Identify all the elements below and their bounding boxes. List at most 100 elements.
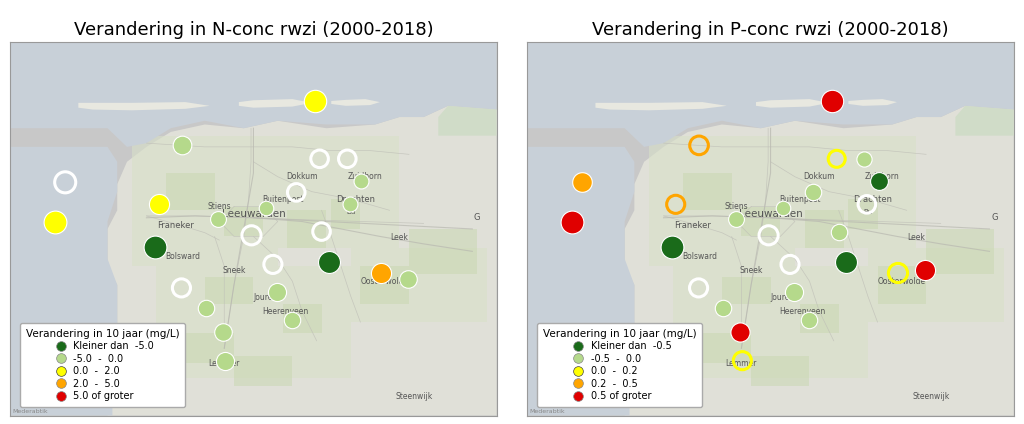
- Point: [564, 219, 581, 226]
- Text: Oosterwolde: Oosterwolde: [360, 277, 409, 286]
- Polygon shape: [108, 106, 497, 416]
- Text: Joure: Joure: [770, 293, 791, 302]
- Polygon shape: [805, 210, 844, 248]
- Point: [805, 189, 821, 196]
- Polygon shape: [527, 42, 1014, 147]
- Point: [916, 267, 933, 273]
- Polygon shape: [674, 266, 867, 378]
- Polygon shape: [596, 102, 727, 110]
- Polygon shape: [848, 99, 897, 106]
- Polygon shape: [722, 277, 770, 304]
- Point: [856, 156, 872, 162]
- Point: [264, 261, 281, 268]
- Point: [715, 305, 731, 312]
- Point: [838, 258, 854, 265]
- Polygon shape: [527, 147, 635, 416]
- Polygon shape: [166, 173, 215, 210]
- Point: [217, 357, 233, 364]
- Point: [690, 285, 707, 291]
- Polygon shape: [224, 206, 263, 237]
- Point: [828, 156, 845, 162]
- Text: Bu: Bu: [346, 209, 355, 215]
- Point: [257, 205, 273, 212]
- Text: Drachten: Drachten: [336, 195, 375, 204]
- Polygon shape: [278, 136, 399, 248]
- Polygon shape: [239, 99, 311, 108]
- Point: [353, 178, 370, 184]
- Text: Leeuwarden: Leeuwarden: [221, 209, 286, 219]
- Polygon shape: [205, 277, 254, 304]
- Point: [734, 357, 751, 364]
- Point: [785, 289, 802, 296]
- Text: Oosterwolde: Oosterwolde: [878, 277, 926, 286]
- Text: Franeker: Franeker: [674, 221, 712, 230]
- Polygon shape: [878, 266, 926, 304]
- Point: [284, 317, 301, 324]
- Polygon shape: [649, 136, 795, 266]
- Polygon shape: [10, 42, 497, 147]
- Polygon shape: [741, 206, 780, 237]
- Point: [870, 178, 887, 184]
- Polygon shape: [438, 106, 497, 136]
- Polygon shape: [132, 136, 278, 266]
- Text: Leek: Leek: [907, 233, 926, 242]
- Text: Leek: Leek: [390, 233, 409, 242]
- Text: Steenwijk: Steenwijk: [912, 392, 949, 402]
- Text: Drachten: Drachten: [853, 195, 892, 204]
- Polygon shape: [332, 199, 360, 229]
- Text: Stiens: Stiens: [208, 202, 231, 211]
- Point: [313, 228, 330, 235]
- Polygon shape: [926, 229, 994, 274]
- Point: [339, 156, 355, 162]
- Polygon shape: [288, 210, 327, 248]
- Text: Bolsward: Bolsward: [683, 252, 718, 262]
- Text: Steenwijk: Steenwijk: [395, 392, 432, 402]
- Polygon shape: [795, 136, 916, 248]
- Text: Stiens: Stiens: [725, 202, 749, 211]
- Title: Verandering in N-conc rwzi (2000-2018): Verandering in N-conc rwzi (2000-2018): [74, 22, 433, 39]
- Point: [761, 232, 777, 239]
- Point: [830, 228, 847, 235]
- Polygon shape: [752, 356, 809, 386]
- Point: [859, 201, 876, 208]
- Polygon shape: [78, 102, 210, 110]
- Text: Bu: Bu: [863, 209, 872, 215]
- Text: Zuidhorn: Zuidhorn: [865, 172, 900, 181]
- Polygon shape: [10, 147, 117, 416]
- Polygon shape: [756, 99, 829, 108]
- Text: Sneek: Sneek: [222, 265, 246, 274]
- Polygon shape: [156, 266, 350, 378]
- Point: [342, 201, 358, 208]
- Title: Verandering in P-conc rwzi (2000-2018): Verandering in P-conc rwzi (2000-2018): [592, 22, 949, 39]
- Text: Buitenpost: Buitenpost: [262, 195, 303, 204]
- Text: Franeker: Franeker: [157, 221, 195, 230]
- Point: [57, 179, 74, 186]
- Legend: Kleiner dan  -5.0, -5.0  -  0.0, 0.0  -  2.0, 2.0  -  5.0, 5.0 of groter: Kleiner dan -5.0, -5.0 - 0.0, 0.0 - 2.0,…: [19, 323, 185, 407]
- Point: [173, 285, 189, 291]
- Polygon shape: [625, 106, 1014, 416]
- Point: [824, 98, 841, 105]
- Point: [782, 261, 799, 268]
- Text: Dokkum: Dokkum: [804, 172, 835, 181]
- Point: [774, 205, 791, 212]
- Point: [399, 275, 416, 282]
- Point: [244, 232, 260, 239]
- Polygon shape: [10, 42, 497, 416]
- Point: [732, 329, 749, 336]
- Point: [801, 317, 817, 324]
- Point: [210, 215, 226, 222]
- Polygon shape: [527, 42, 1014, 416]
- Point: [890, 270, 906, 276]
- Text: Heerenveen: Heerenveen: [779, 307, 825, 315]
- Polygon shape: [360, 266, 409, 304]
- Text: Lemmer: Lemmer: [209, 359, 240, 368]
- Point: [215, 329, 231, 336]
- Text: Lemmer: Lemmer: [726, 359, 757, 368]
- Text: G: G: [474, 213, 480, 222]
- Point: [668, 201, 684, 208]
- Polygon shape: [955, 106, 1014, 136]
- Point: [47, 219, 63, 226]
- Text: G: G: [991, 213, 997, 222]
- Text: Leeuwarden: Leeuwarden: [738, 209, 803, 219]
- Point: [288, 189, 304, 196]
